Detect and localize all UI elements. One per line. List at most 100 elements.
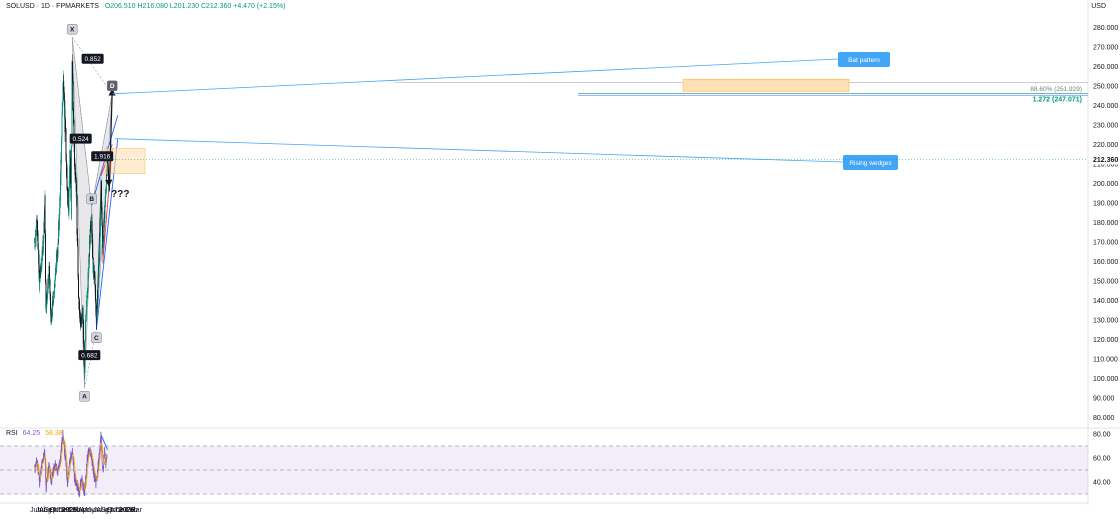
candle-body xyxy=(98,275,99,281)
wedge-inner-line xyxy=(96,179,102,330)
candle-body xyxy=(59,208,60,220)
rsi-ma-line xyxy=(34,439,108,492)
candle-body xyxy=(46,304,47,308)
rsi-divergence-line xyxy=(100,434,108,450)
candle-body xyxy=(45,233,46,244)
candle-body xyxy=(38,261,40,275)
candle-body xyxy=(94,270,95,276)
extension-level-label: 1.272 (247.071) xyxy=(1033,97,1082,104)
candle-body xyxy=(82,312,84,321)
candle-body xyxy=(41,252,43,264)
question-annotation: ??? xyxy=(111,189,129,200)
candle-body xyxy=(70,157,71,168)
ratio-tag-text: 0.682 xyxy=(81,353,98,360)
candle-body xyxy=(101,203,102,210)
candle-body xyxy=(49,290,51,294)
bat-pattern-callout-text: Bat pattern xyxy=(848,57,880,64)
price-tick-label: 130.000 xyxy=(1093,318,1118,325)
price-tick-label: 180.000 xyxy=(1093,220,1118,227)
candle-body xyxy=(72,79,73,81)
pattern-ratio-line xyxy=(71,37,92,207)
point-label-b xyxy=(86,193,97,205)
price-tick-label: 140.000 xyxy=(1093,298,1118,305)
bat-pattern-callout-box xyxy=(838,52,890,67)
price-tick-label: 280.000 xyxy=(1093,25,1118,32)
candle-body xyxy=(60,173,61,188)
candle-body xyxy=(65,127,66,130)
candle-body xyxy=(62,86,64,97)
candle-body xyxy=(92,254,93,258)
candle-body xyxy=(104,202,106,206)
candle-body xyxy=(97,285,99,296)
symbol-legend[interactable]: SOLUSD · 1D · FPMARKETS O206.510 H216.08… xyxy=(6,3,285,10)
rsi-tick-label: 60.00 xyxy=(1093,456,1111,463)
candle-body xyxy=(63,98,65,100)
candle-body xyxy=(99,251,100,260)
candle-body xyxy=(95,306,97,315)
candle-body xyxy=(48,281,49,282)
candle-body xyxy=(95,289,96,300)
rising-wedges-callout-pointer xyxy=(114,138,844,163)
candle-body xyxy=(69,150,71,158)
price-tick-label: 190.000 xyxy=(1093,201,1118,208)
candle-body xyxy=(43,238,44,243)
candle-body xyxy=(84,366,86,373)
candle-body xyxy=(102,233,103,239)
pattern-ratio-line xyxy=(71,37,113,94)
ratio-tag xyxy=(81,53,104,64)
candle-body xyxy=(53,293,55,295)
candle-body xyxy=(53,294,55,297)
time-tick-label: Feb xyxy=(68,507,80,514)
time-tick-label: Nov xyxy=(111,507,124,514)
candle-body xyxy=(76,215,78,227)
candle-body xyxy=(85,331,86,338)
pattern-ratio-line xyxy=(91,93,113,207)
candle-body xyxy=(42,251,43,257)
candle-body xyxy=(54,279,56,284)
symbol-title[interactable]: SOLUSD · 1D · FPMARKETS xyxy=(6,3,99,10)
candle-body xyxy=(61,121,63,128)
time-tick-label: Mar xyxy=(130,507,143,514)
price-tick-label: 250.000 xyxy=(1093,84,1118,91)
candle-body xyxy=(101,219,103,226)
time-tick-label: Jun xyxy=(30,507,41,514)
candle-body xyxy=(76,226,78,235)
currency-label: USD xyxy=(1091,3,1106,10)
candle-body xyxy=(84,341,86,347)
price-tick-label: 160.000 xyxy=(1093,259,1118,266)
candle-body xyxy=(77,256,79,265)
ratio-tag xyxy=(69,133,92,144)
time-tick-label: Aug xyxy=(39,507,52,514)
time-tick-label: 2026 xyxy=(119,507,135,514)
candle-body xyxy=(71,146,72,177)
candle-body xyxy=(61,127,63,138)
candle-body xyxy=(77,264,79,277)
candle-body xyxy=(84,372,85,377)
candle-body xyxy=(89,241,90,253)
candle-body xyxy=(95,299,97,307)
last-price-text: 212.360 xyxy=(1093,157,1118,164)
candle-body xyxy=(49,279,51,286)
point-label-a xyxy=(79,391,90,402)
candle-body xyxy=(104,204,106,219)
candle-body xyxy=(99,233,101,244)
rsi-tick-label: 80.00 xyxy=(1093,432,1111,439)
candle-body xyxy=(92,239,93,255)
candle-body xyxy=(78,275,79,281)
candles-group xyxy=(34,54,108,379)
candle-body xyxy=(53,293,54,301)
candle-body xyxy=(52,300,54,306)
price-tick-label: 210.000 xyxy=(1093,162,1118,169)
candle-body xyxy=(83,334,84,340)
time-tick-label: Jul xyxy=(93,507,102,514)
candle-body xyxy=(74,164,75,167)
price-tick-label: 260.000 xyxy=(1093,64,1118,71)
candle-body xyxy=(61,112,63,122)
candle-body xyxy=(86,306,87,310)
candle-body xyxy=(68,191,70,212)
rsi-legend[interactable]: RSI 64.25 58.38 xyxy=(6,430,63,437)
candle-body xyxy=(72,103,74,110)
rsi-tick-label: 40.00 xyxy=(1093,480,1111,487)
